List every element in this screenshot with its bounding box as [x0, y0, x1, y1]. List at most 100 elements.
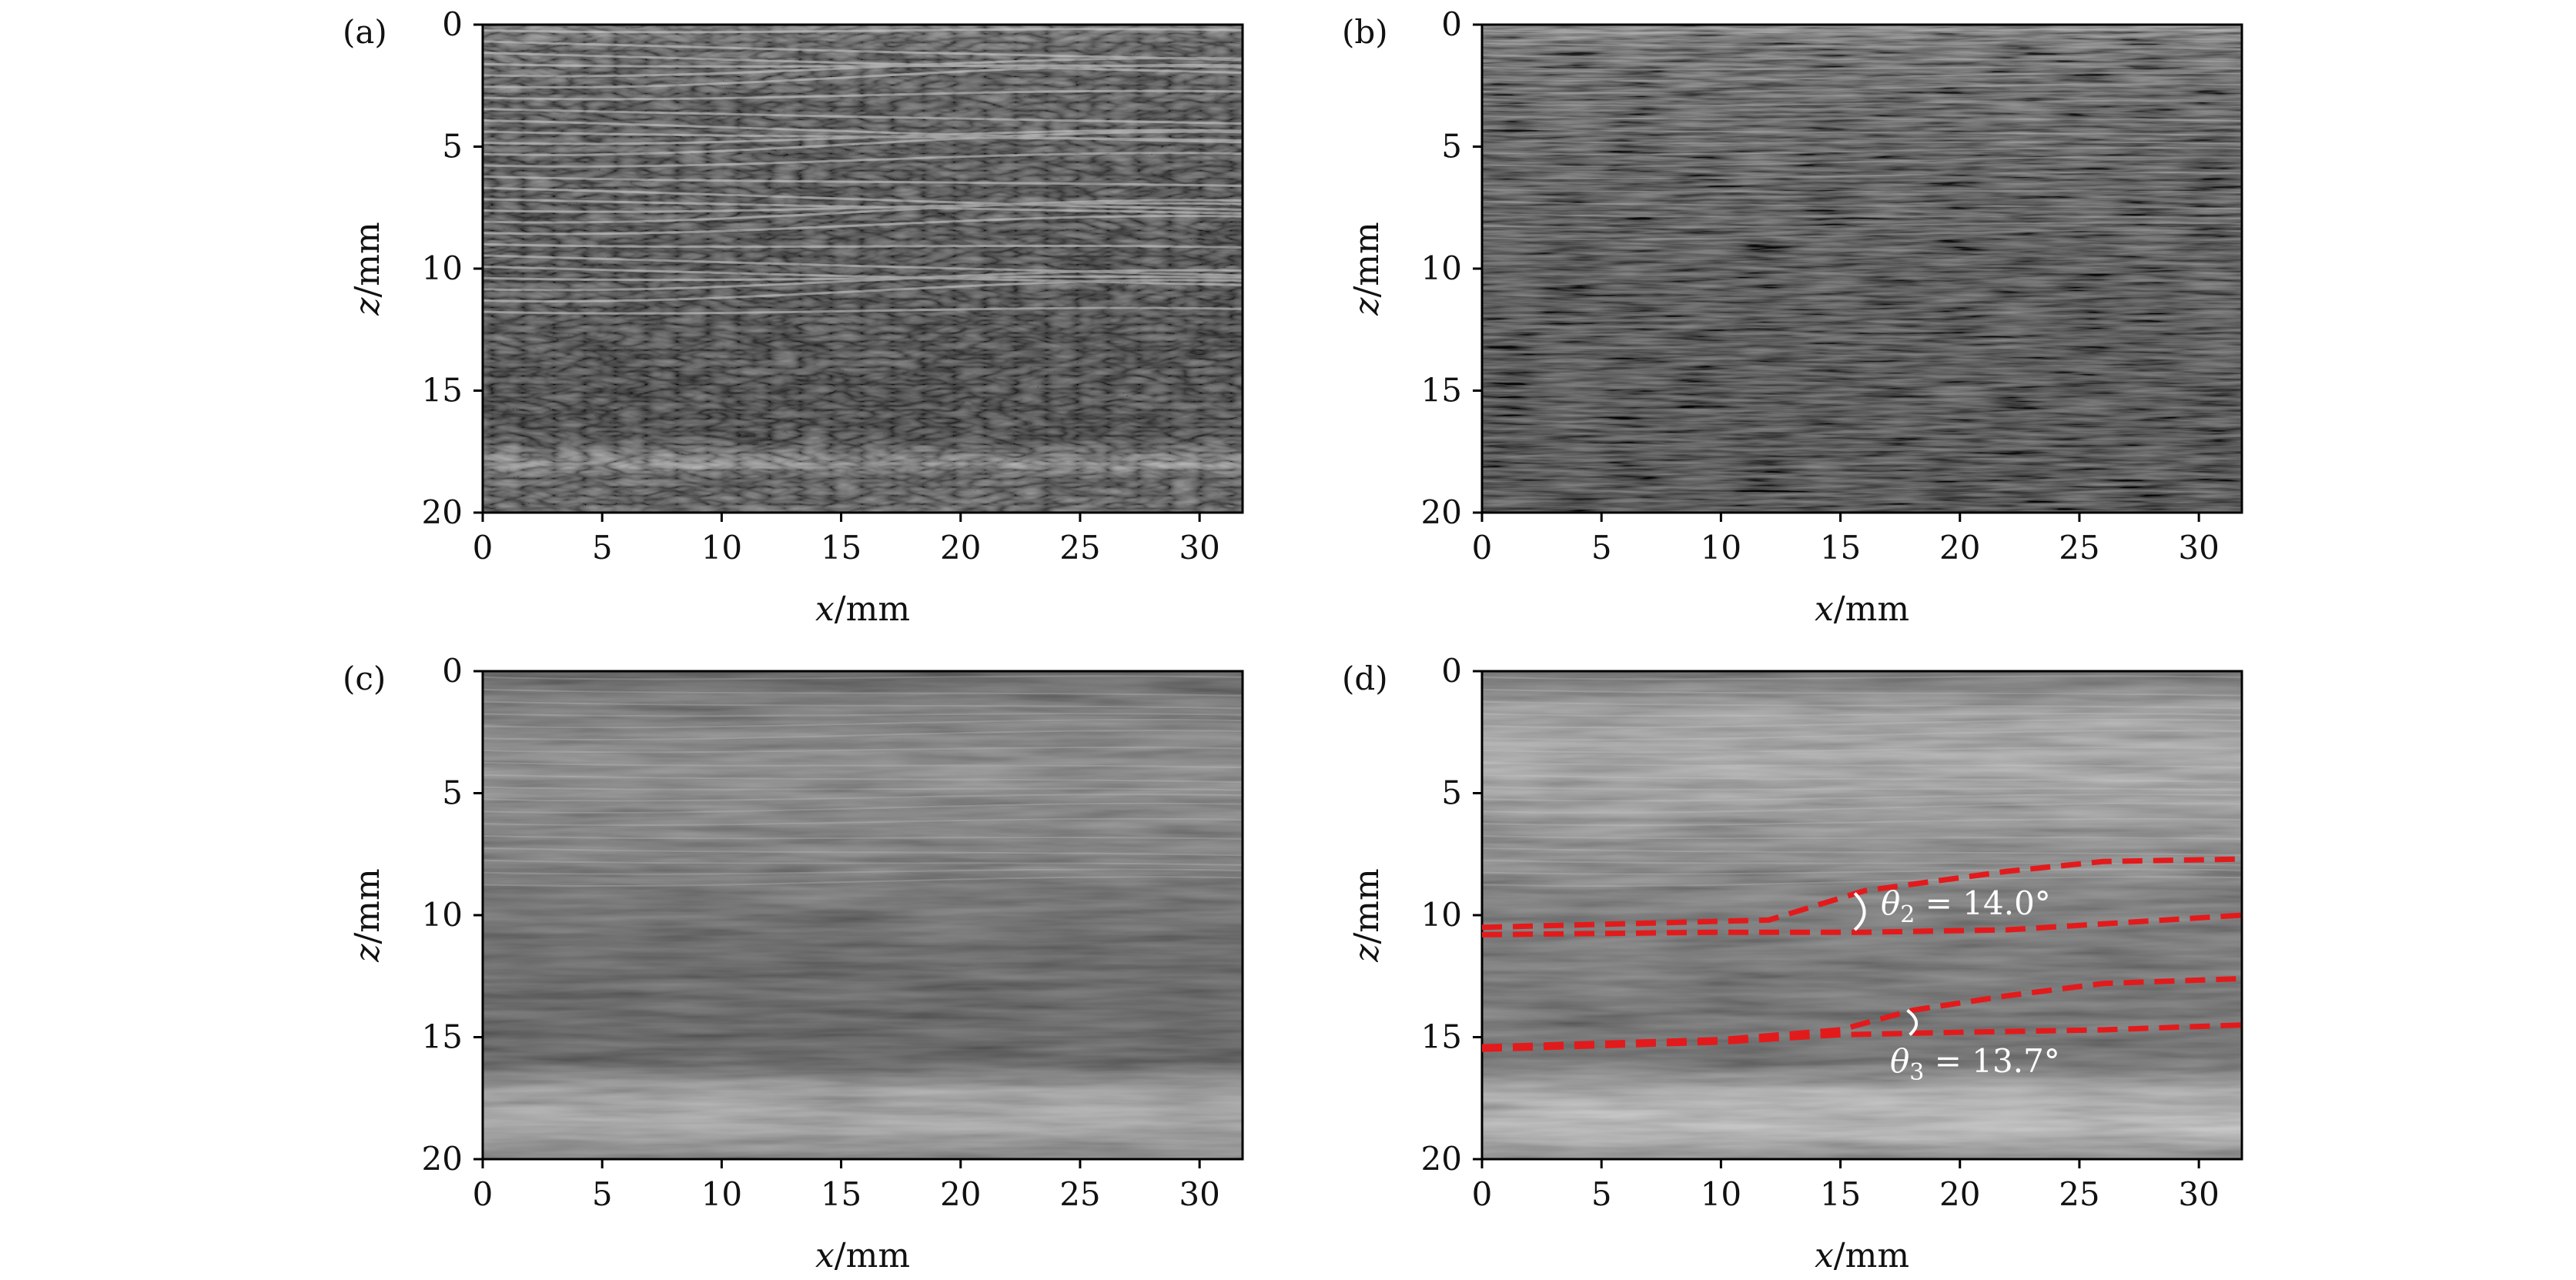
echo-band: [482, 868, 1243, 875]
echo-band: [482, 688, 1243, 697]
echo-band: [1481, 817, 2243, 827]
echo-band: [1481, 54, 2243, 63]
x-tick-label: 10: [1701, 529, 1741, 566]
echo-band: [482, 186, 1243, 211]
speckle-texture: [1482, 671, 2242, 1159]
y-tick-label: 15: [422, 372, 463, 409]
echo-band: [482, 719, 1243, 729]
echo-band: [1481, 222, 2243, 229]
echo-band: [1481, 28, 2243, 34]
y-tick-label: 20: [1421, 1140, 1462, 1178]
x-tick-label: 0: [1472, 529, 1493, 566]
x-tick-label: 25: [2059, 1175, 2099, 1213]
echo-band: [1481, 115, 2243, 122]
y-tick-label: 5: [1441, 128, 1462, 165]
y-tick-label: 0: [442, 652, 463, 690]
x-tick-label: 30: [1179, 529, 1219, 566]
angle-annotation: θ3 = 13.7°: [1890, 1042, 2060, 1086]
dashed-line-lower-interface-top: [1481, 975, 2243, 1050]
echo-band: [1481, 834, 2243, 840]
echo-band: [1481, 761, 2243, 769]
echo-band: [1481, 802, 2243, 814]
x-tick-label: 5: [1591, 529, 1612, 566]
echo-band: [482, 64, 1243, 89]
echo-band: [482, 786, 1243, 791]
echo-band: [1481, 719, 2243, 729]
echo-band: [1481, 675, 2243, 680]
echo-band: [482, 761, 1243, 769]
echo-band: [482, 129, 1243, 145]
echo-band: [482, 834, 1243, 840]
echo-band: [1481, 127, 2243, 137]
echo-band: [1481, 188, 2243, 193]
echo-band: [482, 774, 1243, 784]
x-tick-label: 0: [473, 1175, 493, 1213]
y-tick-label: 0: [442, 5, 463, 43]
x-tick-label: 10: [701, 1175, 742, 1213]
echo-band: [1481, 847, 2243, 857]
echo-band: [482, 108, 1243, 125]
panel-label: (a): [343, 13, 387, 51]
x-tick-label: 25: [1059, 1175, 1100, 1213]
echo-band: [1481, 747, 2243, 754]
x-axis-label: x/mm: [815, 590, 910, 629]
echo-band: [1481, 66, 2243, 71]
echo-band: [482, 175, 1243, 188]
echo-band: [482, 306, 1243, 315]
x-tick-label: 30: [1179, 1175, 1219, 1213]
echo-band: [482, 130, 1243, 156]
echo-band: [482, 202, 1243, 213]
dashed-line-upper-interface-top: [1481, 856, 2243, 931]
y-tick-label: 10: [422, 249, 463, 287]
y-tick-label: 15: [1421, 1018, 1462, 1056]
x-tick-label: 20: [940, 1175, 981, 1213]
x-tick-label: 15: [1820, 529, 1861, 566]
x-tick-label: 5: [592, 529, 613, 566]
y-tick-label: 10: [422, 896, 463, 934]
x-tick-label: 0: [1472, 1175, 1493, 1213]
echo-bands: [482, 28, 1243, 315]
echo-band: [1481, 868, 2243, 875]
echo-band: [482, 266, 1243, 286]
echo-band: [482, 794, 1243, 802]
echo-band: [482, 152, 1243, 168]
echo-band: [1481, 229, 2243, 241]
y-tick-label: 20: [1421, 493, 1462, 531]
dashed-line-lower-interface-bottom: [1481, 1022, 2243, 1052]
echo-band: [482, 747, 1243, 754]
echo-band: [482, 199, 1243, 224]
echo-band: [1481, 72, 2243, 82]
y-axis-label: z/mm: [348, 868, 387, 962]
y-tick-label: 15: [422, 1018, 463, 1056]
y-tick-label: 20: [422, 1140, 463, 1178]
echo-band: [482, 730, 1243, 740]
panel-d: 0 5 10 15 20 25 30 0 5 10 15 20 x/mm z/mm (d) θ2 = 14.0…: [1342, 652, 2243, 1275]
x-axis-label: x/mm: [1815, 590, 1909, 629]
x-tick-label: 15: [1820, 1175, 1861, 1213]
speckle-texture: [1482, 25, 2242, 513]
echo-band: [1481, 171, 2243, 180]
echo-band: [482, 279, 1243, 303]
x-tick-label: 20: [940, 529, 981, 566]
panel-label: (d): [1342, 660, 1388, 697]
echo-band: [1481, 212, 2243, 219]
y-axis-label: z/mm: [348, 222, 387, 316]
y-tick-label: 5: [1441, 774, 1462, 812]
x-axis-label: x/mm: [815, 1236, 910, 1275]
y-tick-label: 10: [1421, 896, 1462, 934]
echo-band: [1481, 42, 2243, 50]
panel-label: (b): [1342, 13, 1388, 51]
echo-bands: [482, 675, 1243, 887]
echo-band: [482, 713, 1243, 717]
x-axis-label: x/mm: [1815, 1236, 1909, 1275]
echo-band: [482, 275, 1243, 282]
echo-band: [1481, 147, 2243, 155]
echo-band: [1481, 200, 2243, 210]
echo-bands: [1481, 28, 2243, 241]
echo-band: [482, 52, 1243, 75]
panel-label: (c): [343, 660, 386, 697]
y-axis-label: z/mm: [1347, 222, 1387, 316]
echo-band: [482, 269, 1243, 292]
echo-band: [482, 89, 1243, 101]
